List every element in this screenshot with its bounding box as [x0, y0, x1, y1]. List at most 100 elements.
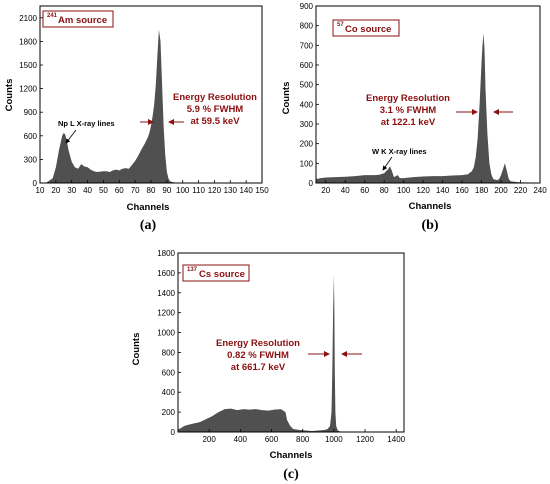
x-tick-label: 40	[83, 186, 92, 195]
resolution-line-2: 0.82 % FWHM	[227, 350, 289, 361]
source-label: Cs source	[199, 269, 245, 280]
y-tick-label: 1800	[19, 37, 37, 46]
y-tick-label: 1800	[157, 249, 175, 258]
plot-frame	[315, 5, 541, 184]
x-tick-label: 800	[296, 435, 310, 444]
axis-ticks: 20 40 60 80 100 120 140 160 180 200 220 240 0 100 200 3…	[300, 2, 548, 195]
x-tick-label: 40	[341, 186, 350, 195]
panel-label: (a)	[140, 218, 157, 233]
resolution-line-1: Energy Resolution	[173, 92, 257, 103]
x-tick-label: 1400	[387, 435, 405, 444]
x-tick-label: 120	[416, 186, 430, 195]
y-tick-label: 0	[171, 428, 176, 437]
x-axis-label: Channels	[127, 202, 170, 213]
x-tick-label: 20	[51, 186, 60, 195]
y-tick-label: 300	[24, 155, 38, 164]
resolution-line-2: 5.9 % FWHM	[187, 104, 244, 115]
resolution-line-2: 3.1 % FWHM	[380, 105, 437, 116]
x-tick-label: 200	[494, 186, 508, 195]
source-isotope: 57	[337, 22, 344, 28]
y-tick-label: 900	[300, 2, 314, 11]
x-tick-label: 1200	[356, 435, 374, 444]
panel-c-cs137: 200 400 600 800 1000 1200 1400 0 200 400 600 800 100…	[131, 249, 406, 482]
xray-arrow	[65, 129, 77, 144]
x-tick-label: 60	[360, 186, 369, 195]
spectrum-area	[316, 33, 540, 183]
x-tick-label: 600	[265, 435, 279, 444]
y-tick-label: 400	[300, 100, 314, 109]
x-tick-label: 20	[321, 186, 330, 195]
x-tick-label: 140	[239, 186, 253, 195]
y-tick-label: 1200	[19, 85, 37, 94]
y-axis-label: Counts	[281, 82, 292, 115]
source-label: Co source	[345, 24, 391, 35]
xray-arrow	[382, 156, 393, 171]
resolution-line-3: at 59.5 keV	[190, 116, 240, 127]
resolution-line-1: Energy Resolution	[366, 93, 450, 104]
panel-label: (c)	[283, 467, 299, 482]
source-label-box: 57 Co source	[332, 19, 400, 37]
xray-annotation: Np L X-ray lines	[58, 119, 115, 128]
source-label-box: 137 Cs source	[182, 264, 250, 282]
y-tick-label: 500	[300, 81, 314, 90]
plot-frame	[39, 5, 263, 184]
y-axis-label: Counts	[131, 333, 142, 366]
y-tick-label: 0	[309, 179, 314, 188]
y-tick-label: 600	[24, 132, 38, 141]
source-isotope: 137	[187, 267, 198, 273]
x-tick-label: 150	[255, 186, 269, 195]
panel-a-am241: 10 20 30 40 50 60 70 80 90 100 110 120 130 140 1500300…	[4, 5, 269, 233]
x-tick-label: 100	[176, 186, 190, 195]
panel-b-co57: 20 40 60 80 100 120 140 160 180 200 220 240 0 100 200 3…	[281, 2, 547, 233]
x-tick-label: 70	[131, 186, 140, 195]
x-axis-label: Channels	[270, 450, 313, 461]
y-tick-label: 600	[300, 61, 314, 70]
y-tick-label: 1200	[157, 309, 175, 318]
x-tick-label: 100	[397, 186, 411, 195]
y-tick-label: 800	[162, 348, 176, 357]
spectrum-area	[40, 29, 262, 183]
xray-annotation: W K X-ray lines	[372, 147, 427, 156]
x-tick-label: 80	[380, 186, 389, 195]
y-tick-label: 1500	[19, 61, 37, 70]
x-tick-label: 50	[99, 186, 108, 195]
x-tick-label: 400	[234, 435, 248, 444]
y-tick-label: 900	[24, 108, 38, 117]
x-tick-label: 240	[533, 186, 547, 195]
x-tick-label: 160	[455, 186, 469, 195]
axis-ticks: 200 400 600 800 1000 1200 1400 0 200 400 600 800 100…	[157, 249, 405, 444]
x-tick-label: 130	[224, 186, 238, 195]
x-tick-label: 140	[436, 186, 450, 195]
panel-label: (b)	[421, 218, 438, 233]
y-tick-label: 400	[162, 388, 176, 397]
x-tick-label: 1000	[325, 435, 343, 444]
y-tick-label: 2100	[19, 14, 37, 23]
y-tick-label: 1400	[157, 289, 175, 298]
x-tick-label: 90	[162, 186, 171, 195]
source-label-box: 241 Am source	[42, 10, 114, 28]
x-tick-label: 10	[36, 186, 45, 195]
x-tick-label: 30	[67, 186, 76, 195]
x-axis-label: Channels	[409, 201, 452, 212]
x-tick-label: 110	[192, 186, 205, 195]
y-tick-label: 600	[162, 368, 176, 377]
y-tick-label: 1600	[157, 269, 175, 278]
resolution-line-3: at 122.1 keV	[381, 117, 436, 128]
source-isotope: 241	[47, 13, 58, 19]
y-axis-label: Counts	[4, 79, 15, 112]
x-tick-label: 220	[514, 186, 528, 195]
y-tick-label: 1000	[157, 329, 175, 338]
axis-ticks: 10 20 30 40 50 60 70 80 90 100 110 120 130 140 1500300…	[19, 14, 269, 195]
source-label: Am source	[58, 15, 107, 26]
plot-frame	[177, 252, 405, 433]
y-tick-label: 0	[33, 179, 38, 188]
resolution-line-3: at 661.7 keV	[231, 362, 286, 373]
y-tick-label: 800	[300, 22, 314, 31]
spectrum-area	[178, 274, 404, 432]
x-tick-label: 120	[208, 186, 222, 195]
y-tick-label: 700	[300, 41, 314, 50]
x-tick-label: 60	[115, 186, 124, 195]
x-tick-label: 80	[147, 186, 156, 195]
resolution-line-1: Energy Resolution	[216, 338, 300, 349]
